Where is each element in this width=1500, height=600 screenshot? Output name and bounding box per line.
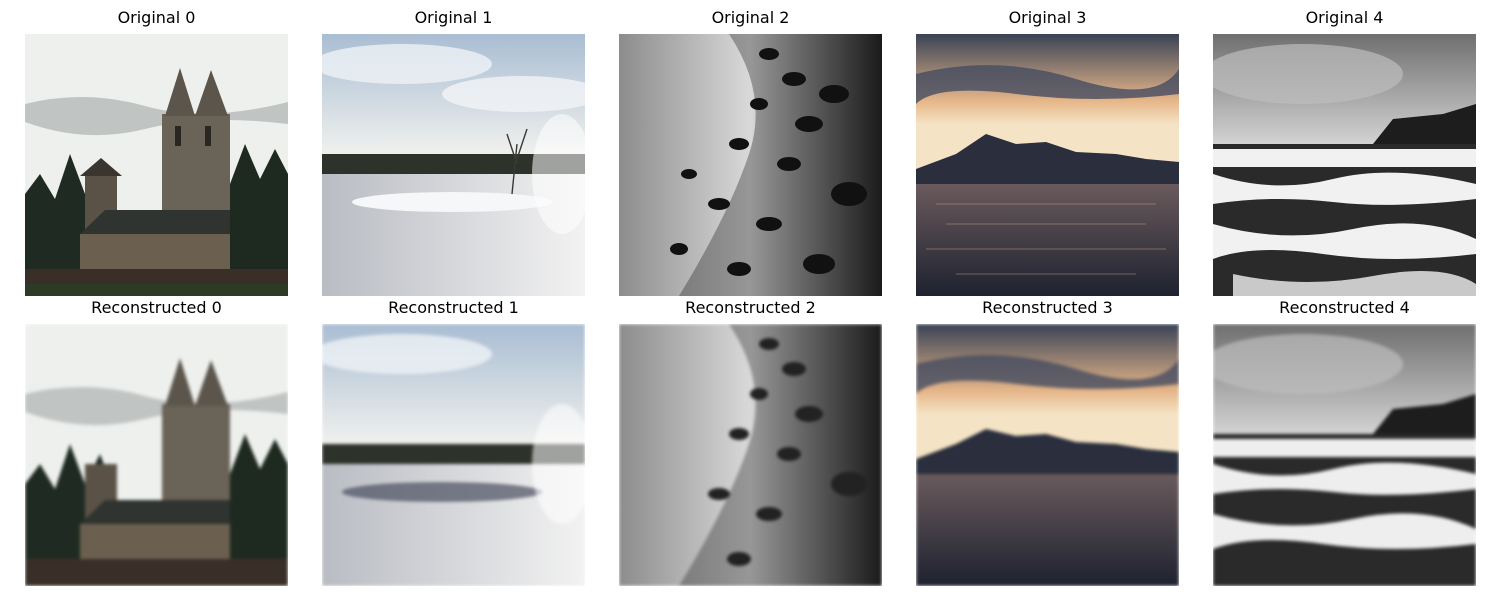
panel-title: Reconstructed 2 (685, 298, 816, 317)
panel-title: Original 3 (1008, 8, 1087, 27)
church-image (25, 34, 288, 296)
sunset-lake-image (916, 34, 1179, 296)
church-scene (25, 34, 288, 296)
frozen-lake-reconstruction (322, 324, 585, 586)
panel-title: Original 4 (1305, 8, 1384, 27)
panel-title: Reconstructed 4 (1279, 298, 1410, 317)
church-reconstruction (25, 324, 288, 586)
panel-title: Original 0 (117, 8, 196, 27)
sunset-lake-reconstruction (916, 324, 1179, 586)
panel-title: Reconstructed 1 (388, 298, 519, 317)
panel-title: Reconstructed 0 (91, 298, 222, 317)
panel-title: Reconstructed 3 (982, 298, 1113, 317)
leaves-reconstruction (619, 324, 882, 586)
panel-title: Original 2 (711, 8, 790, 27)
waterfall-reconstruction (1213, 324, 1476, 586)
panel-title: Original 1 (414, 8, 493, 27)
frozen-lake-image (322, 34, 585, 296)
waterfall-image (1213, 34, 1476, 296)
leaves-image (619, 34, 882, 296)
